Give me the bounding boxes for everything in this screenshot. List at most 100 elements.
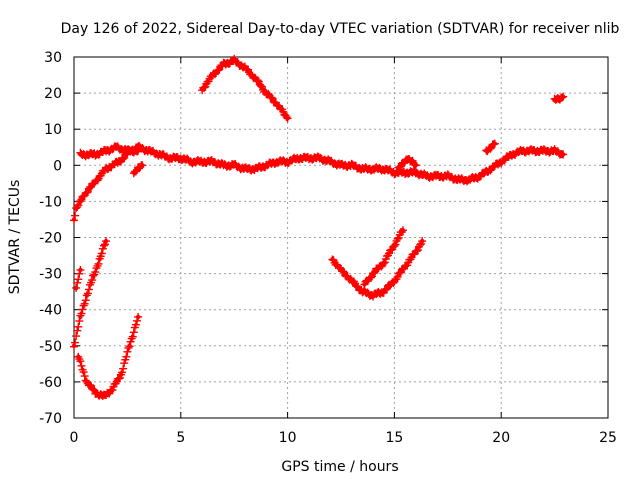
series-upper-offset <box>76 142 143 161</box>
series-right-segment <box>550 92 568 104</box>
data-point <box>456 177 461 182</box>
data-point <box>552 148 557 154</box>
data-point <box>242 166 248 172</box>
data-point <box>97 256 102 262</box>
data-point <box>242 65 248 71</box>
data-point <box>360 166 365 172</box>
data-point <box>424 173 429 179</box>
data-point <box>178 155 183 161</box>
data-point <box>531 148 536 154</box>
series-mid-dip <box>328 237 427 301</box>
data-point <box>114 145 119 150</box>
series-short-dash-a <box>129 161 147 178</box>
series-arc-top <box>198 54 292 123</box>
data-point <box>520 148 525 154</box>
series-rise-steep <box>70 237 111 351</box>
x-tick-label: 15 <box>385 430 403 446</box>
data-point <box>264 90 269 96</box>
data-point <box>296 155 301 161</box>
data-point <box>232 163 237 168</box>
data-point <box>349 163 354 168</box>
series-bump-15 <box>394 155 420 172</box>
data-point <box>381 289 386 294</box>
data-point <box>127 343 132 348</box>
series-short-dash-b <box>72 265 85 292</box>
data-point <box>78 267 83 273</box>
data-point <box>221 163 226 168</box>
data-point <box>125 148 130 154</box>
data-point <box>84 293 90 298</box>
x-tick-label: 0 <box>70 430 79 446</box>
x-tick-label: 20 <box>492 430 510 446</box>
data-point <box>381 260 386 265</box>
data-point <box>103 238 109 244</box>
data-point <box>477 173 483 179</box>
series-mid-rise <box>360 226 407 289</box>
data-point <box>413 249 418 255</box>
y-tick-label: -20 <box>39 231 62 247</box>
y-axis-title: SDTVAR / TECUs <box>7 180 23 295</box>
data-point <box>253 166 258 172</box>
data-point <box>97 173 102 179</box>
data-point <box>116 159 122 164</box>
y-tick-label: 10 <box>44 122 62 138</box>
data-point <box>541 148 547 154</box>
data-point <box>405 155 410 161</box>
data-point <box>199 159 205 164</box>
data-point <box>392 278 397 284</box>
series-late-dash <box>482 139 499 156</box>
x-tick-label: 10 <box>279 430 297 446</box>
data-point <box>110 386 115 392</box>
data-point <box>560 94 566 99</box>
data-point <box>499 159 504 164</box>
data-point <box>396 166 401 172</box>
data-point <box>338 163 344 168</box>
data-point <box>466 177 472 182</box>
data-point <box>253 76 258 81</box>
data-point <box>146 148 151 154</box>
data-point <box>199 87 205 92</box>
data-point <box>338 267 344 273</box>
data-point <box>120 155 126 161</box>
data-point <box>91 275 96 280</box>
data-point <box>189 159 194 164</box>
data-point <box>381 166 386 172</box>
data-point <box>488 166 493 172</box>
data-point <box>317 155 322 161</box>
data-point <box>306 155 312 161</box>
data-point <box>392 170 397 175</box>
data-point <box>370 293 376 298</box>
series-trough <box>74 312 143 400</box>
data-point <box>274 101 280 107</box>
data-point <box>264 163 269 168</box>
data-point <box>360 289 365 294</box>
data-point <box>210 159 216 164</box>
data-point <box>445 173 450 179</box>
data-point <box>135 314 141 320</box>
data-point <box>362 282 367 287</box>
data-point <box>118 372 124 377</box>
data-point <box>140 163 145 168</box>
y-tick-label: -30 <box>39 267 62 283</box>
y-tick-label: 30 <box>44 50 62 66</box>
data-point <box>274 159 280 164</box>
data-point <box>84 152 90 157</box>
data-point <box>135 148 141 154</box>
data-point <box>210 72 216 78</box>
data-point <box>221 62 226 67</box>
data-point <box>71 343 77 348</box>
x-tick-label: 5 <box>176 430 185 446</box>
axis-ticks: 0 5 10 15 20 25 -70 -60 -50 -40 -30 -20 -10 0 10 20 30 <box>39 50 617 446</box>
data-point <box>328 159 333 164</box>
data-point <box>110 163 115 168</box>
data-point <box>413 163 418 168</box>
data-point <box>73 206 79 211</box>
y-tick-label: 20 <box>44 86 62 102</box>
data-point <box>484 148 489 154</box>
y-tick-label: -60 <box>39 375 62 391</box>
data-point <box>413 170 418 175</box>
data-point <box>560 152 566 157</box>
data-point <box>131 170 137 175</box>
